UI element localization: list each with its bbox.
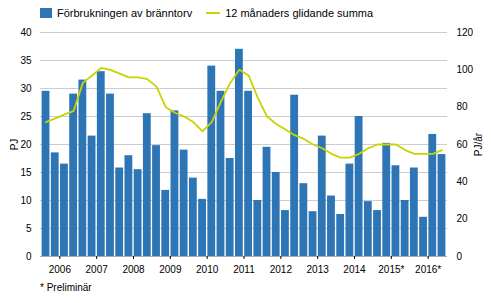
svg-text:40: 40 (457, 176, 469, 187)
html-text:Förbrukningen av bränntorv: Förbrukningen av bränntorv (57, 7, 193, 19)
svg-text:120: 120 (457, 27, 474, 38)
svg-text:2009: 2009 (159, 264, 182, 275)
svg-text:15: 15 (20, 167, 32, 178)
svg-text:2015*: 2015* (378, 264, 404, 275)
svg-text:2010: 2010 (196, 264, 219, 275)
svg-text:35: 35 (20, 55, 32, 66)
svg-text:100: 100 (457, 64, 474, 75)
svg-text:5: 5 (26, 223, 32, 234)
svg-text:PJ/år: PJ/år (473, 132, 484, 156)
html-text:* Preliminär: * Preliminär (40, 282, 92, 293)
svg-text:2011: 2011 (233, 264, 255, 275)
svg-text:2007: 2007 (86, 264, 109, 275)
svg-text:2014: 2014 (343, 264, 366, 275)
svg-text:60: 60 (457, 139, 469, 150)
svg-text:20: 20 (20, 139, 32, 150)
svg-text:20: 20 (457, 213, 469, 224)
svg-text:2012: 2012 (270, 264, 293, 275)
svg-text:2013: 2013 (307, 264, 330, 275)
svg-text:2008: 2008 (122, 264, 145, 275)
svg-text:40: 40 (20, 27, 32, 38)
svg-text:PJ: PJ (9, 139, 20, 151)
svg-text:0: 0 (457, 251, 463, 262)
html-text:12 månaders glidande summa: 12 månaders glidande summa (225, 7, 374, 19)
svg-text:10: 10 (20, 195, 32, 206)
svg-text:25: 25 (20, 111, 32, 122)
svg-text:80: 80 (457, 101, 469, 112)
svg-text:2016*: 2016* (415, 264, 441, 275)
svg-text:30: 30 (20, 83, 32, 94)
svg-text:0: 0 (26, 251, 32, 262)
svg-text:2006: 2006 (49, 264, 72, 275)
